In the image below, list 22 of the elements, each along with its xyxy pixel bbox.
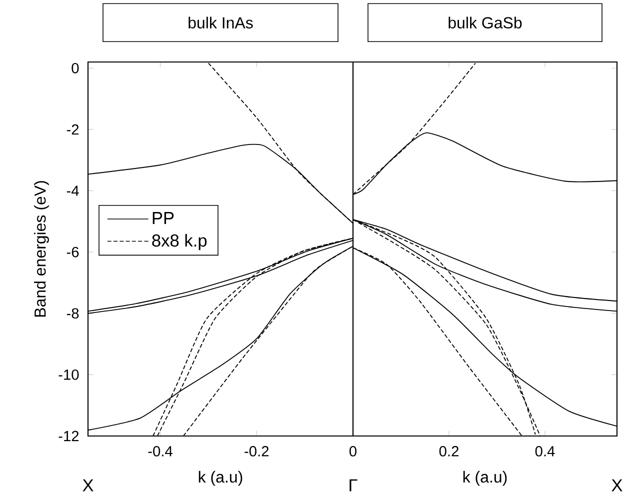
chart-title: bulk GaSb — [448, 16, 522, 28]
y-tick-label: -10 — [58, 370, 79, 380]
y-tick-label: -2 — [66, 124, 79, 135]
x-tick-label: 0.4 — [535, 446, 555, 456]
x-axis-title: k (a.u) — [463, 470, 507, 486]
legend-label: PP — [152, 212, 174, 224]
text: X — [82, 479, 94, 492]
legend-label: 8x8 k.p — [152, 234, 207, 250]
y-axis-title: Band energies (eV) — [34, 181, 49, 317]
x-tick-label: -0.4 — [148, 446, 172, 456]
y-tick-label: -8 — [66, 308, 79, 319]
chart-title: bulk InAs — [188, 16, 253, 28]
x-tick-label: 0 — [349, 446, 356, 456]
y-tick-label: -6 — [66, 246, 79, 258]
x-tick-label: -0.2 — [244, 446, 269, 456]
y-tick-label: -12 — [58, 430, 79, 442]
x-axis-title: k (a.u) — [198, 470, 242, 486]
x-tick-label: 0.2 — [439, 446, 458, 456]
y-tick-label: 0 — [72, 62, 79, 74]
text: X — [612, 479, 622, 492]
text: Γ — [350, 479, 358, 492]
y-tick-label: -4 — [66, 186, 79, 196]
